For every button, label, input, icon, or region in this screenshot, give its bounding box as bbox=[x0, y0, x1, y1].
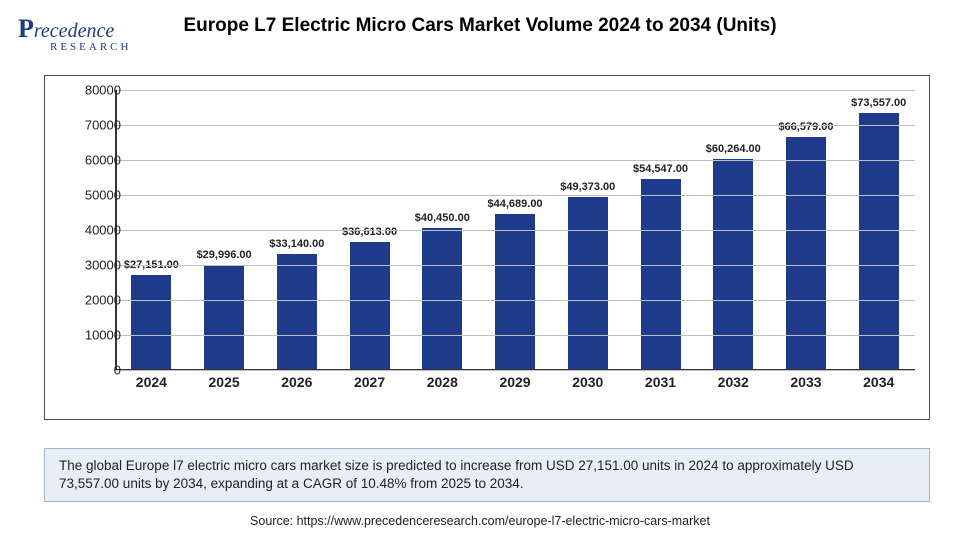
gridline bbox=[115, 195, 915, 196]
bar-value-label: $40,450.00 bbox=[415, 212, 470, 224]
bar bbox=[859, 113, 899, 370]
bar-slot: $36,613.00 bbox=[333, 242, 406, 370]
bar-slot: $27,151.00 bbox=[115, 275, 188, 370]
bar-value-label: $36,613.00 bbox=[342, 226, 397, 238]
y-tick-label: 10000 bbox=[61, 328, 121, 343]
x-tick-label: 2026 bbox=[260, 374, 333, 390]
bar bbox=[204, 265, 244, 370]
y-tick-label: 50000 bbox=[61, 188, 121, 203]
y-tick-label: 80000 bbox=[61, 83, 121, 98]
bar-slot: $54,547.00 bbox=[624, 179, 697, 370]
bar bbox=[277, 254, 317, 370]
y-tick-label: 60000 bbox=[61, 153, 121, 168]
x-axis bbox=[115, 369, 915, 371]
bar-value-label: $54,547.00 bbox=[633, 163, 688, 175]
logo-initial: P bbox=[18, 14, 34, 43]
caption-box: The global Europe l7 electric micro cars… bbox=[44, 448, 930, 502]
x-tick-label: 2028 bbox=[406, 374, 479, 390]
plot-area: $27,151.00$29,996.00$33,140.00$36,613.00… bbox=[115, 90, 915, 370]
bar bbox=[568, 197, 608, 370]
y-tick-label: 40000 bbox=[61, 223, 121, 238]
bar-value-label: $73,557.00 bbox=[851, 97, 906, 109]
y-tick-label: 30000 bbox=[61, 258, 121, 273]
x-tick-label: 2034 bbox=[842, 374, 915, 390]
chart-title: Europe L7 Electric Micro Cars Market Vol… bbox=[0, 0, 960, 39]
source-text: Source: https://www.precedenceresearch.c… bbox=[0, 514, 960, 528]
x-tick-label: 2025 bbox=[188, 374, 261, 390]
bar bbox=[641, 179, 681, 370]
bar bbox=[131, 275, 171, 370]
bar-slot: $49,373.00 bbox=[551, 197, 624, 370]
bar-slot: $73,557.00 bbox=[842, 113, 915, 370]
chart-container: $27,151.00$29,996.00$33,140.00$36,613.00… bbox=[44, 75, 930, 420]
bar bbox=[350, 242, 390, 370]
x-tick-label: 2027 bbox=[333, 374, 406, 390]
gridline bbox=[115, 230, 915, 231]
x-tick-label: 2029 bbox=[479, 374, 552, 390]
y-tick-label: 70000 bbox=[61, 118, 121, 133]
bar-value-label: $33,140.00 bbox=[269, 238, 324, 250]
logo-text: recedence bbox=[34, 20, 114, 42]
gridline bbox=[115, 90, 915, 91]
y-tick-label: 0 bbox=[61, 363, 121, 378]
brand-logo: Precedence RESEARCH bbox=[18, 14, 131, 53]
x-tick-label: 2032 bbox=[697, 374, 770, 390]
x-tick-label: 2031 bbox=[624, 374, 697, 390]
bar-value-label: $60,264.00 bbox=[706, 143, 761, 155]
bar-value-label: $66,579.00 bbox=[778, 121, 833, 133]
gridline bbox=[115, 125, 915, 126]
bar-slot: $33,140.00 bbox=[260, 254, 333, 370]
bar-slot: $44,689.00 bbox=[479, 214, 552, 370]
bar-value-label: $49,373.00 bbox=[560, 181, 615, 193]
logo-sub: RESEARCH bbox=[50, 41, 131, 53]
gridline bbox=[115, 265, 915, 266]
gridline bbox=[115, 160, 915, 161]
x-tick-label: 2024 bbox=[115, 374, 188, 390]
x-tick-label: 2033 bbox=[770, 374, 843, 390]
bar-slot: $29,996.00 bbox=[188, 265, 261, 370]
bar-value-label: $29,996.00 bbox=[197, 249, 252, 261]
y-tick-label: 20000 bbox=[61, 293, 121, 308]
x-tick-label: 2030 bbox=[551, 374, 624, 390]
gridline bbox=[115, 335, 915, 336]
bar-value-label: $44,689.00 bbox=[488, 198, 543, 210]
gridline bbox=[115, 370, 915, 371]
gridline bbox=[115, 300, 915, 301]
bar bbox=[495, 214, 535, 370]
x-axis-labels: 2024202520262027202820292030203120322033… bbox=[115, 374, 915, 390]
